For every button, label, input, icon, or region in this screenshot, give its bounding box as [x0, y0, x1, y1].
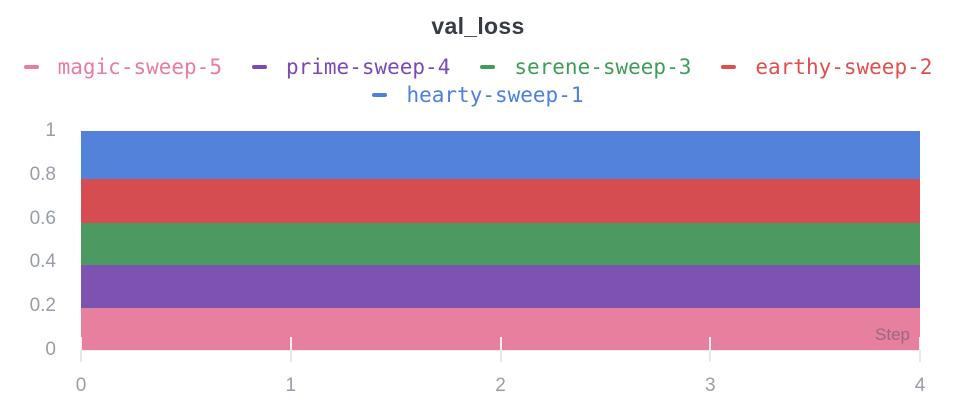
- x-tick-label: 0: [75, 375, 87, 396]
- legend-dash-icon: [480, 64, 496, 70]
- x-axis-title: Step: [875, 325, 910, 344]
- y-tick-label: 0.2: [29, 295, 56, 317]
- band-hearty-sweep-1: [81, 131, 920, 180]
- band-prime-sweep-4: [81, 264, 920, 309]
- legend-label: serene-sweep-3: [514, 55, 692, 79]
- legend-label: earthy-sweep-2: [755, 55, 933, 79]
- y-tick-label: 0.4: [29, 251, 56, 273]
- legend-item-serene-sweep-3[interactable]: serene-sweep-3: [480, 54, 691, 80]
- band-earthy-sweep-2: [81, 179, 920, 223]
- legend-label: magic-sweep-5: [57, 55, 222, 79]
- band-magic-sweep-5: [81, 308, 920, 350]
- x-axis-baseline: [81, 350, 920, 351]
- y-tick-label: 0.8: [29, 163, 56, 185]
- legend-item-earthy-sweep-2[interactable]: earthy-sweep-2: [721, 54, 932, 80]
- legend-dash-icon: [23, 64, 39, 70]
- legend-dash-icon: [721, 64, 737, 70]
- legend-label: hearty-sweep-1: [406, 83, 584, 107]
- legend-item-hearty-sweep-1[interactable]: hearty-sweep-1: [372, 82, 584, 108]
- x-axis: 0 1 2 3 4: [76, 375, 926, 399]
- x-tick-label: 1: [285, 375, 297, 396]
- x-tick-label: 4: [914, 375, 926, 396]
- legend: magic-sweep-5 prime-sweep-4 serene-sweep-3…: [0, 54, 956, 108]
- x-tick-label: 3: [704, 375, 716, 396]
- y-tick-label: 0: [45, 339, 56, 360]
- legend-dash-icon: [251, 64, 267, 70]
- plot-area[interactable]: Step: [81, 131, 920, 350]
- legend-item-magic-sweep-5[interactable]: magic-sweep-5: [23, 54, 222, 80]
- x-tick-label: 2: [495, 375, 506, 396]
- legend-label: prime-sweep-4: [285, 55, 451, 79]
- y-axis: 0 0.2 0.4 0.6 0.8 1: [0, 120, 56, 360]
- panel-title: val_loss: [431, 13, 525, 39]
- y-tick-label: 1: [45, 120, 56, 141]
- y-tick-label: 0.6: [29, 207, 56, 229]
- legend-item-prime-sweep-4[interactable]: prime-sweep-4: [251, 54, 451, 80]
- legend-dash-icon: [372, 92, 388, 98]
- band-serene-sweep-3: [81, 222, 920, 265]
